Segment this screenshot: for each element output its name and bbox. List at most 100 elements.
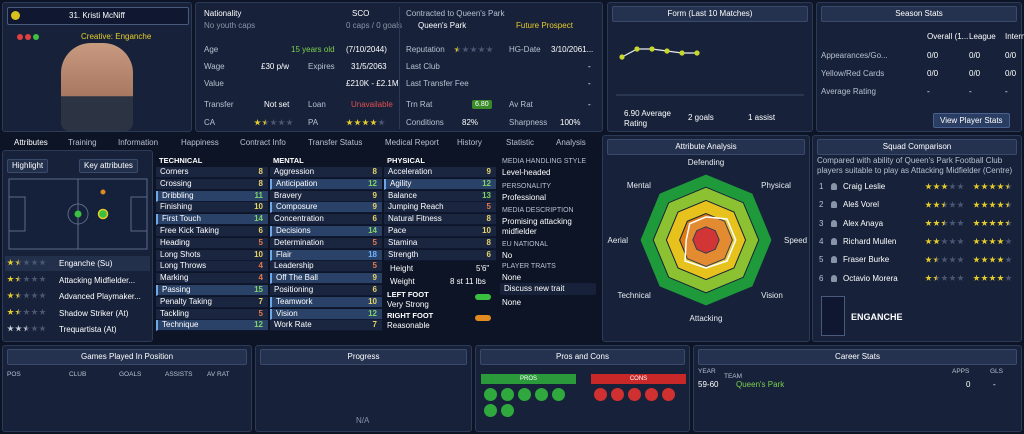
- star: [23, 275, 30, 282]
- pitch: [8, 178, 148, 250]
- name-bar[interactable]: [7, 7, 189, 25]
- panel-header[interactable]: Attribute Analysis: [607, 139, 805, 155]
- attribute-row: First Touch 14: [156, 214, 268, 226]
- tab[interactable]: History: [457, 138, 482, 147]
- panel-header[interactable]: Pros and Cons: [480, 349, 685, 365]
- assists: 1 assist: [748, 113, 776, 122]
- rank: 1: [819, 182, 824, 191]
- height-label: Height: [390, 264, 414, 273]
- info-dob: (7/10/2044): [346, 45, 387, 54]
- star: [23, 325, 30, 332]
- player-name[interactable]: Octavio Morera: [843, 273, 898, 283]
- attribute-value: 8: [486, 237, 491, 247]
- foot-heading: RIGHT FOOT: [387, 311, 434, 320]
- pro-icon[interactable]: [484, 404, 497, 417]
- tab[interactable]: Contract Info: [240, 138, 286, 147]
- pro-icon[interactable]: [484, 388, 497, 401]
- panel-header[interactable]: Career Stats: [698, 349, 1017, 365]
- attribute-value: 9: [372, 273, 377, 283]
- panel-header[interactable]: Form (Last 10 Matches): [612, 6, 808, 22]
- pro-icon[interactable]: [501, 404, 514, 417]
- role-name[interactable]: Attacking Midfielder...: [59, 275, 136, 285]
- star-rating: [925, 274, 964, 282]
- pro-icon[interactable]: [501, 388, 514, 401]
- con-icon[interactable]: [611, 388, 624, 401]
- tab[interactable]: Medical Report: [385, 138, 439, 147]
- panel-header[interactable]: Progress: [260, 349, 467, 365]
- career-cell: -: [993, 380, 996, 389]
- attribute-row: Strength 6: [384, 249, 496, 261]
- star: [997, 256, 1004, 263]
- player-name[interactable]: Craig Leslie: [843, 182, 886, 191]
- pro-icon[interactable]: [552, 388, 565, 401]
- info-av-label: Av Rat: [509, 100, 533, 109]
- attribute-name: Determination: [274, 237, 324, 247]
- player-name[interactable]: Fraser Burke: [843, 255, 890, 265]
- attribute-value: 9: [372, 202, 377, 212]
- star: [981, 201, 988, 208]
- attribute-name: Passing: [162, 285, 191, 294]
- attribute-name: Bravery: [274, 190, 302, 200]
- form-point: [619, 54, 625, 60]
- star: [989, 256, 996, 263]
- attribute-value: 13: [482, 190, 491, 200]
- attribute-name: Jumping Reach: [388, 202, 444, 212]
- star: [1005, 237, 1012, 245]
- status-dot: [25, 34, 31, 40]
- con-icon[interactable]: [628, 388, 641, 401]
- panel-header[interactable]: Games Played In Position: [7, 349, 247, 365]
- player-icon: [831, 219, 837, 227]
- attribute-value: 14: [368, 226, 377, 235]
- attribute-value: 18: [368, 249, 377, 259]
- star: [957, 237, 964, 245]
- player-name[interactable]: Aleš Vorel: [843, 200, 880, 210]
- attribute-name: Flair: [276, 249, 292, 259]
- key-attributes-dropdown[interactable]: Key attributes: [79, 159, 138, 173]
- stat-value: 0/0: [969, 69, 981, 78]
- star: [933, 237, 940, 245]
- tab[interactable]: Training: [68, 138, 97, 147]
- attribute-name: Natural Fitness: [388, 214, 442, 224]
- axis-label: Attacking: [690, 314, 723, 323]
- star: [270, 119, 277, 126]
- tab[interactable]: Attributes: [14, 138, 48, 147]
- con-icon[interactable]: [594, 388, 607, 401]
- star: [925, 201, 932, 208]
- con-icon[interactable]: [662, 388, 675, 401]
- role-name[interactable]: Trequartista (At): [59, 325, 117, 334]
- tab[interactable]: Information: [118, 138, 159, 147]
- player-name[interactable]: Alex Anaya: [843, 218, 884, 228]
- panel-header[interactable]: Squad Comparison: [817, 139, 1017, 155]
- player-name[interactable]: 31. Kristi McNiff: [69, 11, 125, 20]
- player-name[interactable]: Richard Mullen: [843, 236, 897, 246]
- axis-label: Defending: [688, 158, 724, 167]
- con-icon[interactable]: [645, 388, 658, 401]
- pitch-box: [130, 196, 148, 232]
- star: [1005, 219, 1012, 226]
- info-youth-caps: No youth caps: [204, 21, 256, 30]
- tab[interactable]: Happiness: [181, 138, 219, 147]
- column-header: APPS: [952, 368, 970, 375]
- player-area: [684, 216, 737, 269]
- trait-dropdown[interactable]: Discuss new trait: [500, 283, 596, 295]
- attribute-name: Penalty Taking: [160, 296, 212, 306]
- stat-value: 0/0: [1005, 69, 1017, 78]
- view-stats-button[interactable]: View Player Stats: [933, 113, 1010, 128]
- tab[interactable]: Analysis: [556, 138, 586, 147]
- star: [39, 325, 46, 332]
- pro-icon[interactable]: [518, 388, 531, 401]
- role-name[interactable]: Enganche (Su): [59, 259, 113, 268]
- pro-icon[interactable]: [535, 388, 548, 401]
- tab[interactable]: Transfer Status: [308, 138, 363, 147]
- attribute-name: Positioning: [274, 285, 314, 294]
- attribute-name: Off The Ball: [276, 273, 318, 283]
- star: [1005, 274, 1012, 281]
- role-name[interactable]: Shadow Striker (At): [59, 308, 129, 318]
- stat-label: Appearances/Go...: [821, 51, 888, 60]
- stat-value: 0/0: [1005, 51, 1017, 60]
- tab[interactable]: Statistic: [506, 138, 535, 147]
- highlight-dropdown[interactable]: Highlight: [7, 159, 49, 173]
- role-name[interactable]: Advanced Playmaker...: [59, 292, 141, 301]
- info-expires-label: Expires: [308, 62, 335, 71]
- panel-header: Season Stats: [821, 6, 1017, 22]
